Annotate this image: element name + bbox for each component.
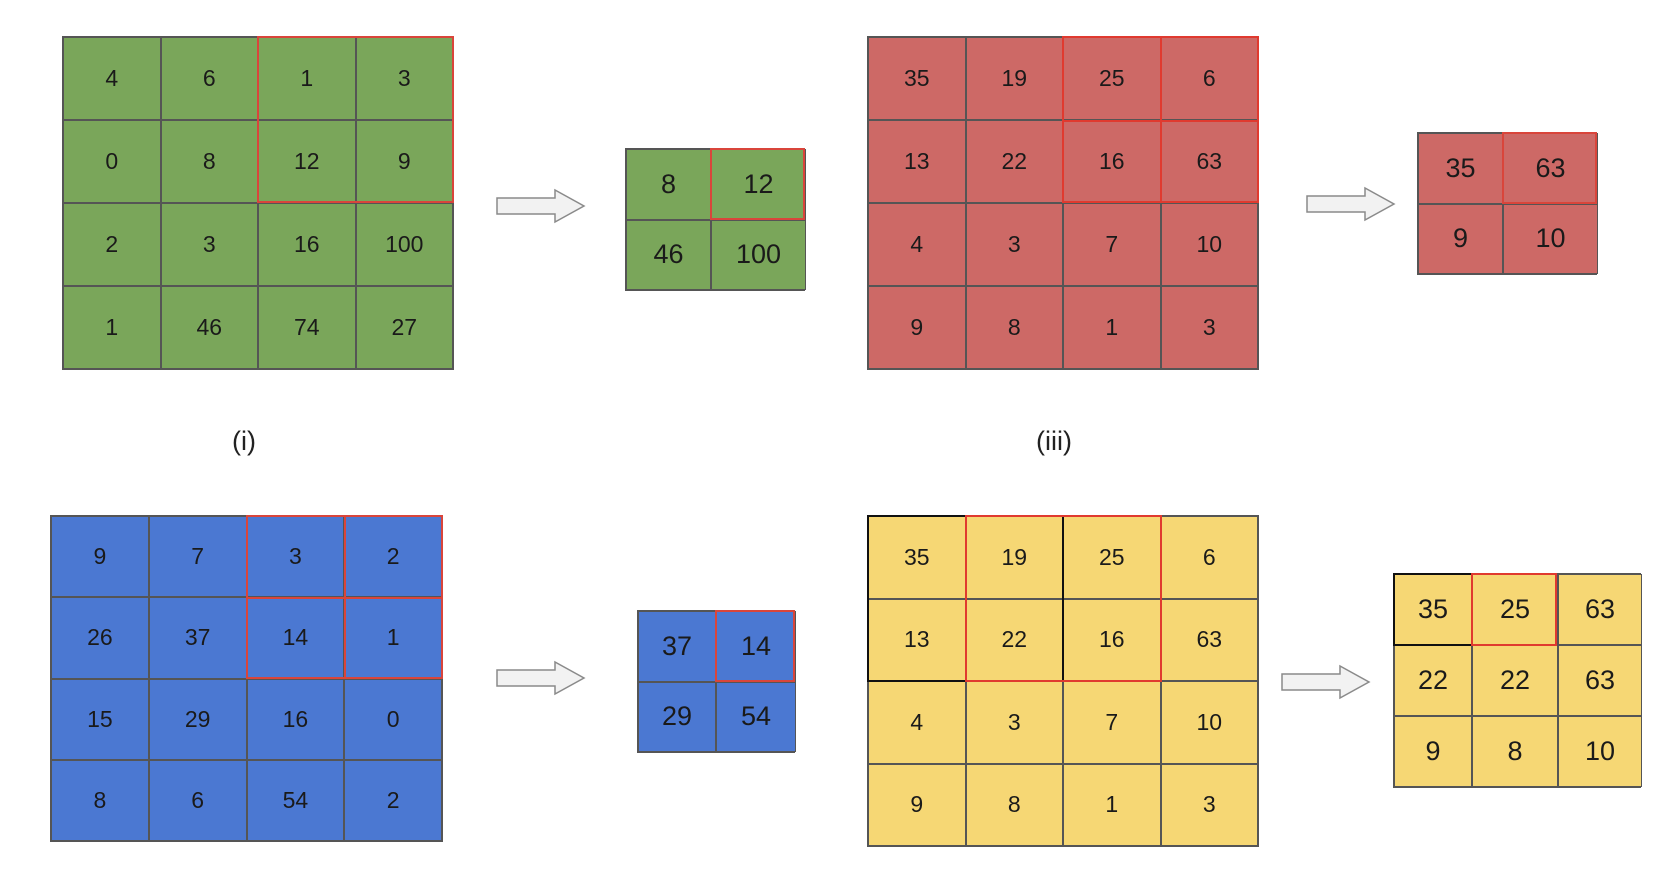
yellow-output-cell: 63	[1558, 645, 1642, 716]
green-input-cell: 74	[258, 286, 356, 369]
caption-i: (i)	[232, 426, 256, 456]
green-input-cell: 8	[160, 120, 258, 203]
caption-iii: (iii)	[1036, 426, 1072, 456]
red-input-cell: 19	[965, 37, 1063, 120]
yellow-output-cell: 35	[1394, 574, 1472, 645]
red-output-cell: 10	[1503, 203, 1598, 274]
blue-output-cell: 37	[638, 611, 716, 682]
yellow-input-cell: 3	[965, 681, 1063, 764]
blue-input-cell: 29	[148, 678, 247, 760]
blue-input-cell: 16	[246, 678, 345, 760]
red-input-cell: 16	[1063, 120, 1161, 203]
green-input-cell: 2	[63, 203, 161, 286]
blue-input-cell: 8	[51, 759, 149, 841]
blue-input-cell: 2	[344, 759, 442, 841]
red-input-cell: 10	[1160, 203, 1258, 286]
blue-output-cell: 54	[716, 681, 796, 752]
green-input-cell: 4	[63, 37, 161, 120]
blue-input-cell: 14	[246, 597, 345, 679]
yellow-output-cell: 22	[1472, 645, 1558, 716]
red-input-cell: 63	[1160, 120, 1258, 203]
blue-input-cell: 6	[148, 759, 247, 841]
yellow-input-cell: 6	[1160, 516, 1258, 599]
red-input-cell: 4	[868, 203, 966, 286]
yellow-input-cell: 19	[965, 516, 1063, 599]
red-input-cell: 1	[1063, 286, 1161, 369]
red-input-cell: 3	[1160, 286, 1258, 369]
red-input-cell: 9	[868, 286, 966, 369]
yellow-input-cell: 63	[1160, 598, 1258, 681]
blue-input-cell: 54	[246, 759, 345, 841]
blue-input-cell: 9	[51, 516, 149, 598]
green-input-cell: 3	[355, 37, 453, 120]
yellow-input-cell: 10	[1160, 681, 1258, 764]
yellow-output-cell: 9	[1394, 716, 1472, 787]
green-input-cell: 1	[258, 37, 356, 120]
yellow-input-cell: 16	[1063, 598, 1161, 681]
yellow-input-cell: 7	[1063, 681, 1161, 764]
green-input-cell: 1	[63, 286, 161, 369]
red-output-cell: 35	[1418, 133, 1503, 204]
green-input-cell: 6	[160, 37, 258, 120]
green-input-cell: 27	[355, 286, 453, 369]
red-input-cell: 6	[1160, 37, 1258, 120]
red-input-cell: 8	[965, 286, 1063, 369]
yellow-output-cell: 63	[1558, 574, 1642, 645]
yellow-input-cell: 9	[868, 763, 966, 846]
green-input-cell: 12	[258, 120, 356, 203]
green-input-cell: 16	[258, 203, 356, 286]
yellow-input-cell: 8	[965, 763, 1063, 846]
red-input-cell: 13	[868, 120, 966, 203]
blue-output-grid: 37 14 29 54	[637, 610, 796, 753]
yellow-output-cell: 10	[1558, 716, 1642, 787]
yellow-input-cell: 35	[868, 516, 966, 599]
blue-input-cell: 26	[51, 597, 149, 679]
green-input-cell: 3	[160, 203, 258, 286]
yellow-input-cell: 3	[1160, 763, 1258, 846]
yellow-input-cell: 13	[868, 598, 966, 681]
green-input-cell: 46	[160, 286, 258, 369]
blue-input-cell: 15	[51, 678, 149, 760]
yellow-input-cell: 1	[1063, 763, 1161, 846]
blue-output-cell: 14	[716, 611, 796, 682]
green-input-cell: 0	[63, 120, 161, 203]
blue-input-cell: 37	[148, 597, 247, 679]
green-output-grid: 8 12 46 100	[625, 148, 806, 291]
blue-input-cell: 0	[344, 678, 442, 760]
red-output-cell: 63	[1503, 133, 1598, 204]
yellow-input-cell: 4	[868, 681, 966, 764]
red-output-grid: 35 63 9 10	[1417, 132, 1598, 275]
green-output-cell: 12	[711, 149, 806, 220]
red-input-cell: 22	[965, 120, 1063, 203]
green-output-cell: 100	[711, 219, 806, 290]
blue-input-cell: 3	[246, 516, 345, 598]
blue-input-cell: 2	[344, 516, 442, 598]
red-input-grid: 35 19 25 6 13 22 16 63 4 3 7 10 9 8 1 3	[867, 36, 1259, 370]
blue-output-cell: 29	[638, 681, 716, 752]
green-input-grid: 4 6 1 3 0 8 12 9 2 3 16 100 1 46 74 27	[62, 36, 454, 370]
blue-arrow-icon	[496, 660, 586, 696]
green-input-cell: 100	[355, 203, 453, 286]
red-arrow-icon	[1306, 186, 1396, 222]
blue-input-cell: 7	[148, 516, 247, 598]
yellow-arrow-icon	[1281, 664, 1371, 700]
blue-input-grid: 9 7 3 2 26 37 14 1 15 29 16 0 8 6 54 2	[50, 515, 443, 842]
yellow-input-grid: 35 19 25 6 13 22 16 63 4 3 7 10 9 8 1 3	[867, 515, 1259, 847]
green-output-cell: 46	[626, 219, 711, 290]
yellow-input-cell: 25	[1063, 516, 1161, 599]
red-input-cell: 7	[1063, 203, 1161, 286]
yellow-output-cell: 25	[1472, 574, 1558, 645]
red-output-cell: 9	[1418, 203, 1503, 274]
red-input-cell: 35	[868, 37, 966, 120]
green-input-cell: 9	[355, 120, 453, 203]
yellow-input-cell: 22	[965, 598, 1063, 681]
yellow-output-grid: 35 25 63 22 22 63 9 8 10	[1393, 573, 1642, 788]
red-input-cell: 3	[965, 203, 1063, 286]
yellow-output-cell: 8	[1472, 716, 1558, 787]
blue-input-cell: 1	[344, 597, 442, 679]
green-output-cell: 8	[626, 149, 711, 220]
green-arrow-icon	[496, 188, 586, 224]
yellow-output-cell: 22	[1394, 645, 1472, 716]
red-input-cell: 25	[1063, 37, 1161, 120]
